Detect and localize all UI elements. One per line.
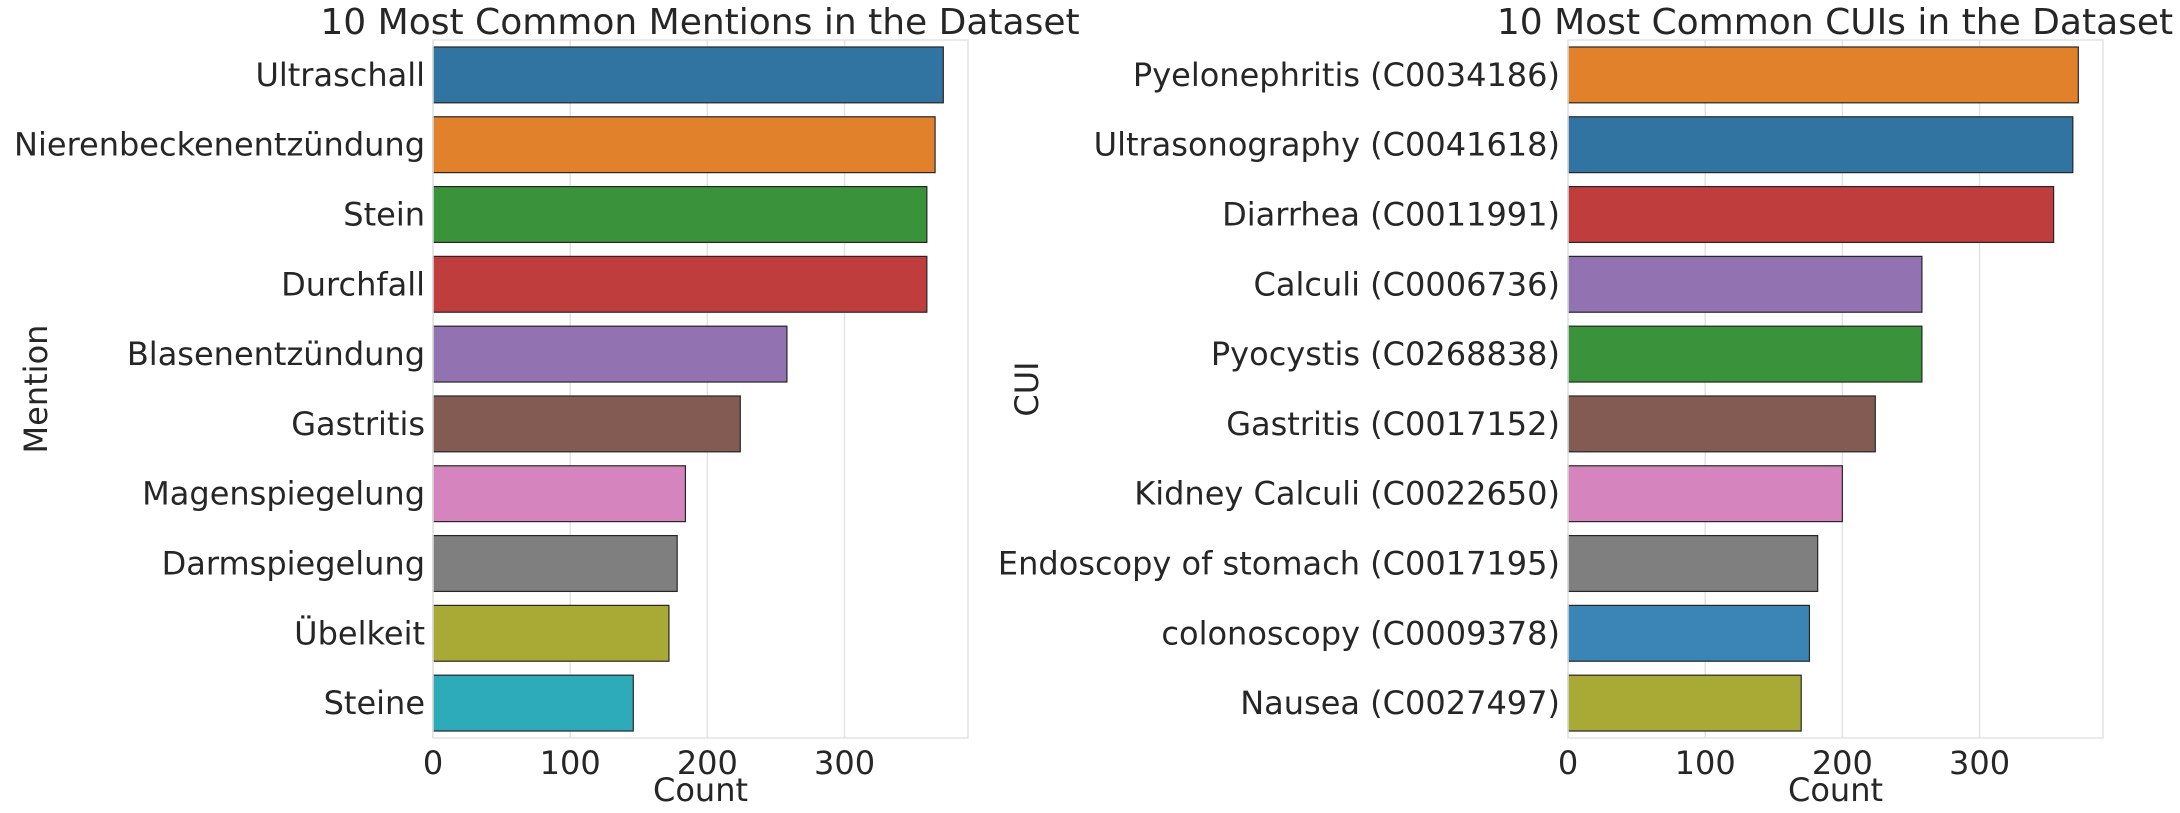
x-tick-label: 300	[1949, 744, 2010, 782]
y-tick-label: Steine	[324, 684, 425, 722]
bar	[1567, 674, 1802, 732]
bar	[1567, 116, 2074, 174]
y-tick-label: Gastritis (C0017152)	[1226, 405, 1560, 443]
y-tick-label: Stein	[343, 196, 425, 234]
x-tick-label: 100	[1675, 744, 1736, 782]
y-tick-label: Übelkeit	[294, 614, 425, 652]
plot-frame	[1567, 39, 2104, 739]
y-tick-label: Gastritis	[291, 405, 425, 443]
bar	[432, 465, 687, 523]
bar	[1567, 46, 2079, 104]
bar	[432, 674, 634, 732]
chart-title: 10 Most Common CUIs in the Dataset	[1497, 2, 2173, 43]
bar	[1567, 185, 2055, 244]
plot-frame	[432, 39, 969, 739]
y-tick-label: colonoscopy (C0009378)	[1161, 614, 1560, 652]
bar	[1567, 395, 1876, 453]
x-tick-label: 0	[1558, 744, 1578, 782]
y-tick-label: Nausea (C0027497)	[1240, 684, 1560, 722]
x-tick-label: 300	[814, 744, 875, 782]
y-tick-label: Magenspiegelung	[142, 475, 425, 513]
y-tick-label: Diarrhea (C0011991)	[1222, 196, 1560, 234]
bar	[1567, 604, 1811, 662]
y-tick-label: Darmspiegelung	[162, 545, 425, 583]
x-axis-label: Count	[653, 771, 748, 809]
x-tick-label: 0	[423, 744, 443, 782]
y-axis-label: Mention	[17, 325, 55, 454]
chart-2: Pyelonephritis (C0034186) Ultrasonography…	[998, 2, 2173, 809]
y-tick-label: Durchfall	[281, 265, 425, 303]
bar	[432, 604, 670, 662]
bar	[432, 185, 928, 244]
x-tick-label: 200	[677, 744, 738, 782]
y-tick-label: Ultraschall	[255, 56, 425, 94]
bar	[1567, 465, 1843, 523]
bar	[1567, 255, 1923, 313]
y-axis-label: CUI	[1008, 361, 1046, 416]
x-axis-label: Count	[1788, 771, 1883, 809]
bar	[432, 534, 678, 593]
y-tick-label: Nierenbeckenentzündung	[14, 126, 425, 164]
chart-title: 10 Most Common Mentions in the Dataset	[320, 2, 1079, 43]
y-tick-label: Pyelonephritis (C0034186)	[1133, 56, 1560, 94]
y-tick-label: Blasenentzündung	[127, 335, 425, 373]
bar	[1567, 534, 1819, 593]
bar	[432, 325, 788, 383]
bar	[432, 46, 944, 104]
y-tick-label: Ultrasonography (C0041618)	[1094, 126, 1560, 164]
y-tick-label: Endoscopy of stomach (C0017195)	[998, 545, 1560, 583]
y-tick-label: Pyocystis (C0268838)	[1211, 335, 1560, 373]
bar	[432, 255, 928, 313]
chart-1: Ultraschall Nierenbeckenentzündung Stein Du…	[14, 2, 1080, 809]
y-tick-label: Kidney Calculi (C0022650)	[1134, 475, 1560, 513]
x-tick-label: 200	[1812, 744, 1873, 782]
y-tick-label: Calculi (C0006736)	[1254, 265, 1561, 303]
bar	[432, 395, 741, 453]
bar	[432, 116, 936, 174]
x-tick-label: 100	[540, 744, 601, 782]
bar	[1567, 325, 1923, 383]
